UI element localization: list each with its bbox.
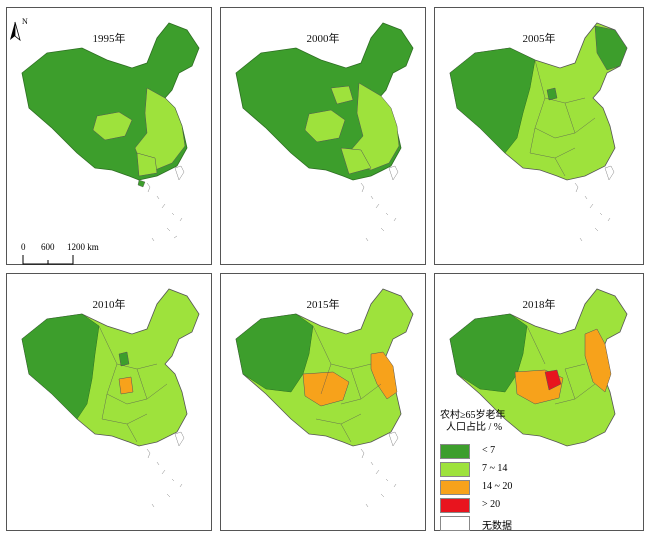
map-panel-2005: 2005年 xyxy=(434,7,644,265)
china-map-2015 xyxy=(235,288,414,508)
north-label: N xyxy=(22,17,28,26)
year-label: 2015年 xyxy=(306,299,340,311)
legend-swatch xyxy=(440,480,470,495)
map-panel-2015: 2015年 xyxy=(220,273,426,531)
light-green-region-sichuan xyxy=(92,111,133,141)
north-arrow-icon xyxy=(10,21,21,42)
legend-item-lt7: < 7 xyxy=(440,444,590,459)
scale-tick-0: 0 xyxy=(21,242,26,252)
map-panel-1995: 1995年 N 0 600 1200 km xyxy=(6,7,212,265)
legend-item-no-data: 无数据 xyxy=(440,516,590,532)
light-green-region-east xyxy=(134,87,186,171)
year-label: 2000年 xyxy=(306,33,340,45)
legend-title: 农村≥65岁老年 人口占比 / % xyxy=(440,410,590,434)
china-map-2018 xyxy=(449,288,628,447)
year-label: 2018年 xyxy=(522,299,556,311)
map-panel-2018: 2018年 xyxy=(434,273,644,531)
scale-tick-600: 600 xyxy=(41,242,55,252)
year-label: 2005年 xyxy=(522,33,556,45)
legend-label: < 7 xyxy=(482,445,496,456)
china-map-1995 xyxy=(21,22,200,242)
legend-label: 14 ~ 20 xyxy=(482,481,513,492)
legend-swatch xyxy=(440,516,470,531)
legend-swatch xyxy=(440,462,470,477)
legend-swatch xyxy=(440,444,470,459)
legend-item-gt20: > 20 xyxy=(440,498,590,513)
light-green-region-south xyxy=(136,152,158,177)
legend-label: > 20 xyxy=(482,499,501,510)
legend-swatch xyxy=(440,498,470,513)
map-panel-2010: 2010年 xyxy=(6,273,212,531)
legend-item-7-14: 7 ~ 14 xyxy=(440,462,590,477)
map-legend: 农村≥65岁老年 人口占比 / % < 7 7 ~ 14 14 ~ 20 > 2… xyxy=(440,410,590,538)
year-label: 2010年 xyxy=(92,299,126,311)
china-map-2010 xyxy=(21,288,200,508)
china-map-2000 xyxy=(235,22,414,242)
legend-item-14-20: 14 ~ 20 xyxy=(440,480,590,495)
scale-tick-1200: 1200 km xyxy=(67,242,99,252)
scale-bar: 0 600 1200 km xyxy=(21,242,171,272)
legend-label: 无数据 xyxy=(482,521,512,532)
china-map-2005 xyxy=(449,22,628,242)
legend-title-line1: 农村≥65岁老年 xyxy=(440,410,506,421)
legend-label: 7 ~ 14 xyxy=(482,463,508,474)
legend-title-line2: 人口占比 / % xyxy=(446,422,503,433)
year-label: 1995年 xyxy=(92,33,126,45)
map-panel-2000: 2000年 xyxy=(220,7,426,265)
